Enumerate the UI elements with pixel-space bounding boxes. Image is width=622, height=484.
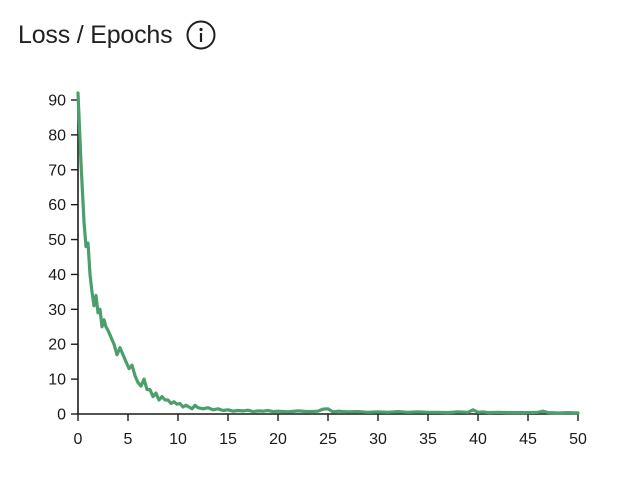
y-tick-label: 0 xyxy=(57,407,66,424)
y-tick-label: 20 xyxy=(48,337,66,354)
y-tick-label: 90 xyxy=(48,93,66,110)
x-tick-label: 20 xyxy=(269,431,287,448)
x-tick-label: 15 xyxy=(219,431,237,448)
chart-header: Loss / Epochs xyxy=(18,16,216,54)
info-icon[interactable] xyxy=(186,20,216,50)
x-tick-label: 10 xyxy=(169,431,187,448)
x-tick-label: 5 xyxy=(124,431,133,448)
y-tick-label: 60 xyxy=(48,197,66,214)
y-tick-label: 70 xyxy=(48,162,66,179)
chart-axes: 0 10 20 30 40 50 60 70 80 90 0 5 10 15 20 25 30 35 40 45 50 xyxy=(48,93,587,449)
y-tick-label: 10 xyxy=(48,372,66,389)
chart-title: Loss / Epochs xyxy=(18,20,173,49)
loss-series-line xyxy=(76,91,580,415)
x-tick-label: 50 xyxy=(569,431,587,448)
x-tick-label: 35 xyxy=(419,431,437,448)
y-tick-label: 30 xyxy=(48,302,66,319)
x-tick-label: 45 xyxy=(519,431,537,448)
chart-plot-area xyxy=(76,91,580,415)
y-tick-label: 50 xyxy=(48,232,66,249)
x-tick-label: 40 xyxy=(469,431,487,448)
y-tick-label: 40 xyxy=(48,267,66,284)
x-tick-label: 30 xyxy=(369,431,387,448)
x-tick-label: 0 xyxy=(74,431,83,448)
y-tick-label: 80 xyxy=(48,127,66,144)
x-tick-label: 25 xyxy=(319,431,337,448)
